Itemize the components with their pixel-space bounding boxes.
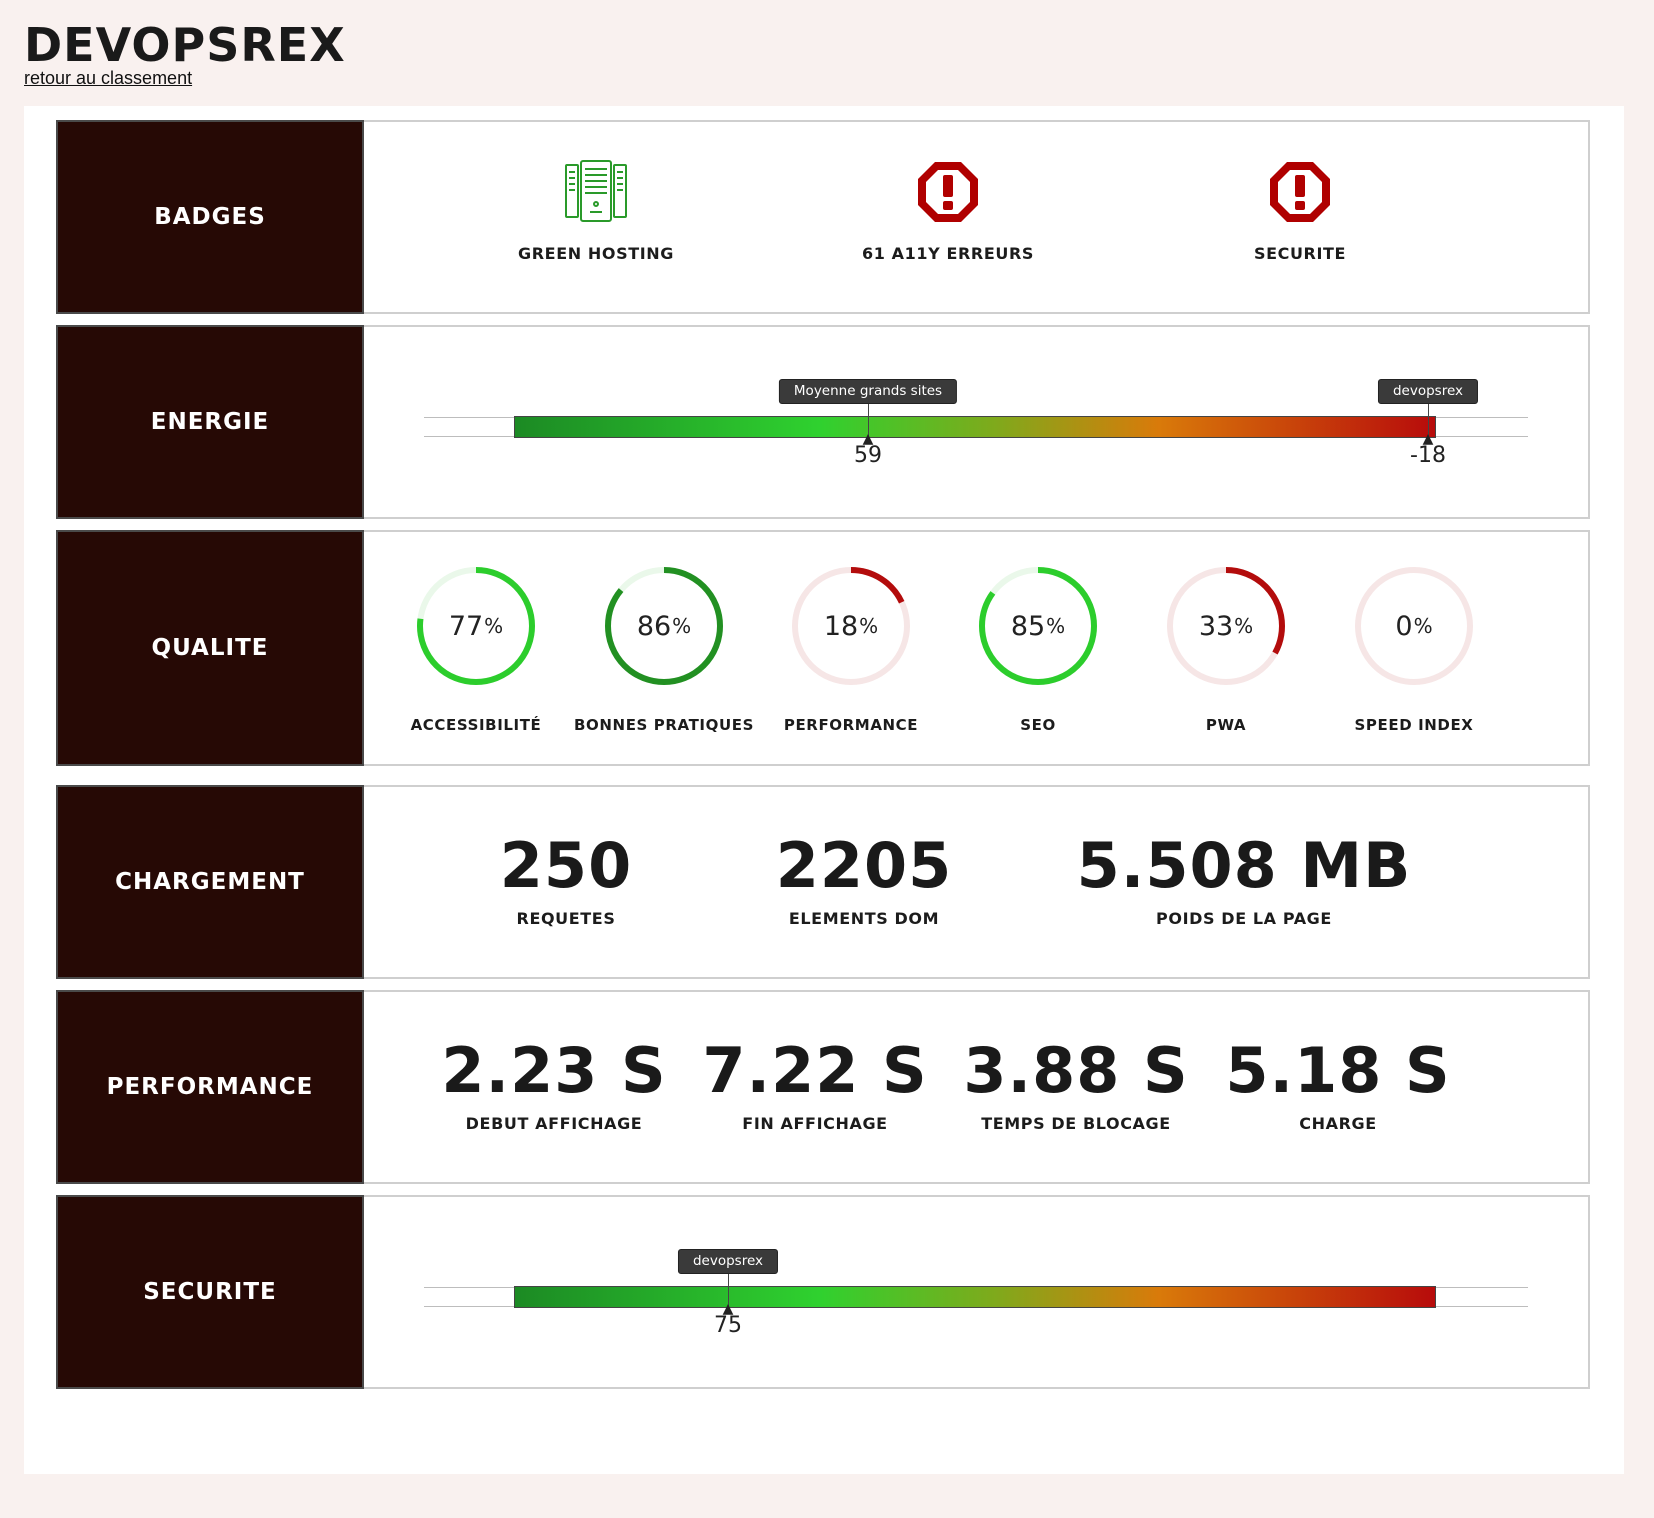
- marker-arrow-icon: ▲: [862, 431, 874, 447]
- gauge-ring: [605, 567, 723, 685]
- gauge-label: PWA: [1205, 716, 1247, 734]
- stat-value-end-render: 7.22 S: [702, 1034, 928, 1107]
- badge-label-securite: SECURITE: [1253, 244, 1347, 263]
- results-panel: BADGES: [24, 106, 1624, 1474]
- gauge-ring: [1167, 567, 1285, 685]
- gauge-number: 85: [1010, 610, 1046, 642]
- stat-label-blocking-time: TEMPS DE BLOCAGE: [981, 1114, 1171, 1133]
- stat-value-requetes: 250: [499, 829, 633, 902]
- section-title-badges: BADGES: [56, 120, 364, 314]
- security-scale-gradient: [514, 1286, 1436, 1308]
- gauge-ring: [979, 567, 1097, 685]
- gauge-percent-sign: %: [672, 614, 692, 638]
- site-title: DEVOPSREX: [24, 18, 346, 72]
- energy-scale-gradient: [514, 416, 1436, 438]
- gauge-percent-sign: %: [484, 614, 504, 638]
- gauge-percent-sign: %: [1413, 614, 1433, 638]
- warning-octagon-icon: [916, 160, 980, 228]
- section-title-energie: ENERGIE: [56, 325, 364, 519]
- section-title-qualite: QUALITE: [56, 530, 364, 766]
- section-securite: SECURITE devopsrex ▲ 75: [56, 1195, 1590, 1389]
- stat-value-dom: 2205: [775, 829, 953, 902]
- section-energie: ENERGIE Moyenne grands sites ▲ 59 devops…: [56, 325, 1590, 519]
- gauge-label: SEO: [1020, 716, 1056, 734]
- section-performance: PERFORMANCE 2.23 S DEBUT AFFICHAGE 7.22 …: [56, 990, 1590, 1184]
- marker-arrow-icon: ▲: [722, 1301, 734, 1317]
- gauge-ring: [1355, 567, 1473, 685]
- gauge-track: [1355, 567, 1473, 685]
- marker-line: [868, 401, 869, 437]
- marker-value-site: -18: [1410, 443, 1446, 468]
- badge-label-green-hosting: GREEN HOSTING: [518, 244, 674, 263]
- marker-line: [1428, 401, 1429, 437]
- stat-value-load: 5.18 S: [1225, 1034, 1451, 1107]
- stat-label-start-render: DEBUT AFFICHAGE: [465, 1114, 643, 1133]
- marker-tag-site: devopsrex: [1377, 379, 1479, 404]
- gauge-number: 0: [1395, 610, 1413, 642]
- gauge-value: 0%: [1350, 562, 1478, 690]
- gauge-value: 33%: [1162, 562, 1290, 690]
- marker-value-average: 59: [854, 443, 882, 468]
- marker-tag-site: devopsrex: [677, 1249, 779, 1274]
- stat-value-start-render: 2.23 S: [441, 1034, 667, 1107]
- gauge-arc: [417, 567, 535, 685]
- gauge-ring: [417, 567, 535, 685]
- server-icon: [565, 160, 627, 226]
- section-qualite: QUALITE 77% ACCESSIBILITÉ 86% BONNES PRATIQ…: [56, 530, 1590, 766]
- gauge-ring: [792, 567, 910, 685]
- gauge-label: BONNES PRATIQUES: [574, 716, 754, 734]
- stat-label-dom: ELEMENTS DOM: [788, 909, 940, 928]
- stat-label-end-render: FIN AFFICHAGE: [742, 1114, 888, 1133]
- stat-label-page-weight: POIDS DE LA PAGE: [1156, 909, 1332, 928]
- stat-value-page-weight: 5.508 MB: [1076, 829, 1412, 902]
- marker-tag-average: Moyenne grands sites: [778, 379, 958, 404]
- gauge-label: SPEED INDEX: [1354, 716, 1474, 734]
- gauge-number: 33: [1198, 610, 1234, 642]
- section-title-securite: SECURITE: [56, 1195, 364, 1389]
- gauge-percent-sign: %: [1046, 614, 1066, 638]
- marker-arrow-icon: ▲: [1422, 431, 1434, 447]
- stat-label-requetes: REQUETES: [516, 909, 616, 928]
- gauge-number: 86: [636, 610, 672, 642]
- warning-octagon-icon: [1268, 160, 1332, 228]
- gauge-value: 18%: [787, 562, 915, 690]
- section-title-performance: PERFORMANCE: [56, 990, 364, 1184]
- section-title-chargement: CHARGEMENT: [56, 785, 364, 979]
- gauge-arc: [979, 567, 1097, 685]
- gauge-number: 77: [448, 610, 484, 642]
- section-badges: BADGES: [56, 120, 1590, 314]
- gauge-label: ACCESSIBILITÉ: [410, 716, 542, 734]
- gauge-value: 77%: [412, 562, 540, 690]
- gauge-percent-sign: %: [859, 614, 879, 638]
- badge-label-a11y-errors: 61 A11Y ERREURS: [862, 244, 1034, 263]
- gauge-arc: [792, 567, 910, 685]
- gauge-arc: [1167, 567, 1285, 685]
- gauge-value: 86%: [600, 562, 728, 690]
- back-to-ranking-link[interactable]: retour au classement: [24, 68, 193, 88]
- stat-value-blocking-time: 3.88 S: [963, 1034, 1189, 1107]
- gauge-percent-sign: %: [1234, 614, 1254, 638]
- stat-label-load: CHARGE: [1299, 1114, 1377, 1133]
- marker-line: [728, 1271, 729, 1307]
- gauge-value: 85%: [974, 562, 1102, 690]
- gauge-arc: [605, 567, 723, 685]
- section-chargement: CHARGEMENT 250 REQUETES 2205 ELEMENTS DO…: [56, 785, 1590, 979]
- gauge-number: 18: [823, 610, 859, 642]
- marker-value-site: 75: [714, 1313, 742, 1338]
- gauge-label: PERFORMANCE: [783, 716, 919, 734]
